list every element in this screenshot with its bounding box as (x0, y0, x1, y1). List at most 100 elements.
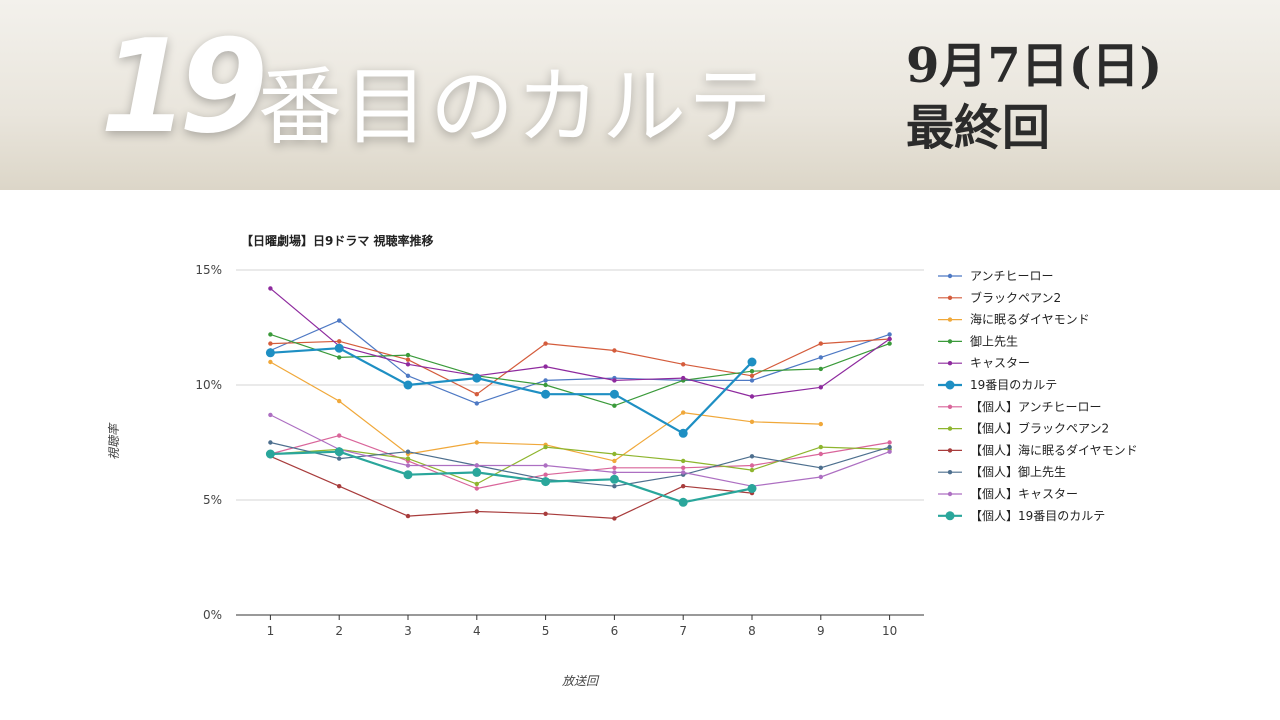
x-tick-label: 10 (882, 624, 897, 638)
data-point (543, 364, 548, 369)
data-point (265, 348, 275, 358)
x-tick-label: 6 (611, 624, 619, 638)
legend-label: 【個人】ブラックペアン2 (970, 421, 1109, 436)
legend-item[interactable]: 【個人】御上先生 (938, 464, 1066, 479)
series-19番目のカルテ (265, 343, 757, 438)
data-point (681, 375, 686, 381)
data-point (405, 463, 411, 468)
legend-item[interactable]: 御上先生 (938, 333, 1018, 348)
legend-item[interactable]: アンチヒーロー (938, 269, 1054, 283)
series-line (270, 347, 753, 435)
data-point (334, 447, 344, 457)
data-point (612, 403, 617, 408)
legend-swatch-marker (947, 426, 953, 431)
x-tick-label: 5 (542, 624, 550, 638)
legend-label: 【個人】アンチヒーロー (970, 400, 1102, 414)
legend-item[interactable]: 19番目のカルテ (938, 378, 1057, 392)
data-point (405, 373, 411, 378)
data-point (681, 410, 686, 415)
data-point (337, 339, 342, 344)
y-tick-label: 10% (195, 378, 222, 392)
data-point (818, 421, 823, 427)
y-tick-label: 15% (195, 263, 222, 277)
series-line (270, 455, 753, 519)
data-point (887, 449, 892, 454)
data-point (609, 389, 619, 399)
data-point (474, 481, 479, 487)
legend-item[interactable]: 【個人】アンチヒーロー (938, 400, 1102, 414)
data-point (268, 341, 273, 346)
banner-number: 19 (100, 13, 268, 162)
series-ブラックペアン2 (268, 336, 892, 397)
data-point (405, 456, 411, 461)
data-point (337, 484, 342, 489)
legend-swatch-marker (947, 339, 953, 344)
x-axis-ticks: 1 2 3 4 5 6 7 8 9 10 (267, 615, 897, 638)
data-point (541, 389, 551, 399)
data-point (405, 362, 411, 367)
data-point (268, 412, 273, 418)
x-tick-label: 7 (679, 624, 687, 638)
y-tick-label: 0% (203, 608, 222, 622)
data-point (334, 343, 344, 353)
x-tick-label: 4 (473, 624, 481, 638)
header-banner: 19 番目のカルテ 9月7日(日) 最終回 (0, 0, 1280, 190)
x-tick-label: 9 (817, 624, 825, 638)
legend-item[interactable]: 【個人】キャスター (938, 487, 1078, 501)
data-point (265, 449, 275, 459)
data-point (612, 378, 617, 383)
data-point (543, 472, 548, 477)
data-point (609, 474, 619, 484)
series-御上先生 (268, 332, 892, 408)
data-point (268, 286, 273, 291)
data-point (681, 470, 686, 475)
data-point (474, 486, 479, 491)
data-point (818, 451, 823, 457)
data-point (887, 332, 892, 337)
legend-label: 海に眠るダイヤモンド (970, 312, 1090, 327)
legend-swatch-marker (947, 491, 953, 497)
data-point (681, 458, 686, 464)
data-point (543, 444, 548, 450)
series-アンチヒーロー (268, 318, 892, 406)
series-【個人】ブラックペアン2 (268, 444, 892, 487)
legend-item[interactable]: 【個人】海に眠るダイヤモンド (938, 442, 1138, 457)
data-point (749, 419, 755, 424)
data-point (337, 456, 342, 461)
data-point (747, 357, 757, 367)
legend-item[interactable]: 【個人】19番目のカルテ (938, 509, 1105, 523)
series-line (270, 450, 753, 504)
series-line (270, 338, 890, 395)
data-point (749, 369, 755, 374)
legend-label: 19番目のカルテ (970, 378, 1057, 392)
data-point (474, 392, 479, 397)
legend-item[interactable]: 【個人】ブラックペアン2 (938, 421, 1109, 436)
legend-label: ブラックペアン2 (970, 290, 1061, 305)
data-point (678, 497, 688, 507)
data-point (887, 341, 892, 346)
data-point (818, 444, 823, 450)
data-point (405, 357, 411, 362)
legend-item[interactable]: ブラックペアン2 (938, 290, 1061, 305)
data-point (818, 385, 823, 390)
legend-item[interactable]: キャスター (938, 356, 1030, 370)
legend-swatch-marker (947, 361, 953, 366)
data-point (474, 401, 479, 406)
legend-label: 御上先生 (970, 333, 1018, 348)
data-point (543, 511, 548, 516)
data-point (749, 378, 755, 383)
series-【個人】19番目のカルテ (265, 447, 757, 507)
data-point (818, 355, 823, 360)
series-【個人】海に眠るダイヤモンド (268, 454, 755, 521)
series-line (270, 287, 890, 398)
data-point (337, 398, 342, 404)
legend-item[interactable]: 海に眠るダイヤモンド (938, 312, 1090, 327)
data-point (681, 465, 686, 470)
data-point (749, 467, 755, 473)
series-line (270, 333, 890, 407)
final-episode-label: 最終回 (906, 100, 1051, 156)
data-point (747, 484, 757, 493)
y-axis-ticks: 0% 5% 10% 15% (195, 263, 222, 622)
